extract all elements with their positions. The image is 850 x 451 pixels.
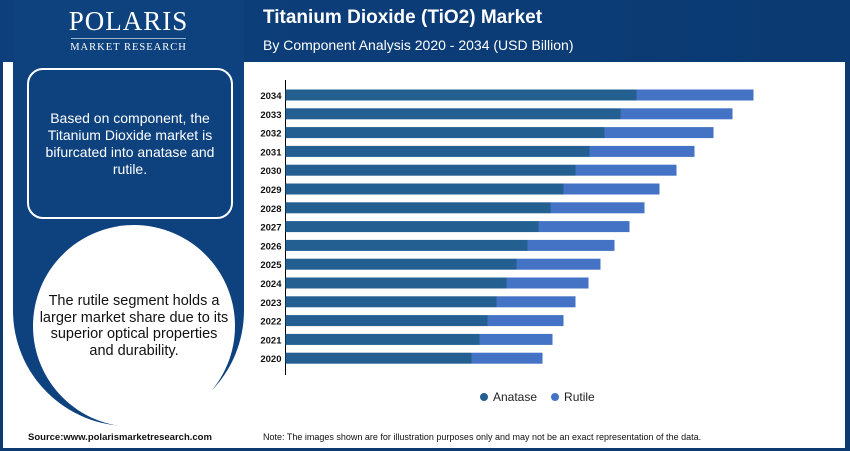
bar-anatase-2034 xyxy=(285,89,637,101)
bar-anatase-2021 xyxy=(285,333,480,345)
y-tick-label: 2023 xyxy=(260,298,281,309)
legend-label-anatase: Anatase xyxy=(493,390,538,404)
chart-subtitle: By Component Analysis 2020 - 2034 (USD B… xyxy=(263,37,574,53)
y-tick-label: 2020 xyxy=(260,354,281,365)
bar-rutile-2022 xyxy=(487,315,564,327)
right-border xyxy=(845,60,850,451)
legend-swatch-rutile xyxy=(551,393,560,401)
y-tick-label: 2026 xyxy=(260,241,281,252)
y-tick-label: 2029 xyxy=(260,185,281,196)
bar-anatase-2024 xyxy=(285,277,507,289)
y-tick-label: 2028 xyxy=(260,204,281,215)
bar-rutile-2030 xyxy=(575,164,677,176)
bar-rutile-2027 xyxy=(538,221,630,233)
logo-divider xyxy=(71,38,186,39)
y-tick-label: 2031 xyxy=(260,147,282,158)
bar-rutile-2033 xyxy=(620,108,733,120)
y-tick-label: 2033 xyxy=(260,110,281,121)
y-tick-label: 2032 xyxy=(260,129,281,140)
bar-rutile-2020 xyxy=(471,352,543,364)
y-tick-label: 2022 xyxy=(260,317,281,328)
bar-rutile-2029 xyxy=(563,183,660,195)
y-tick-label: 2034 xyxy=(260,91,282,102)
legend-swatch-anatase xyxy=(480,393,488,401)
bar-rutile-2026 xyxy=(527,239,615,251)
disclaimer-note: Note: The images shown are for illustrat… xyxy=(263,432,702,442)
bar-rutile-2021 xyxy=(479,333,553,345)
bar-anatase-2027 xyxy=(285,221,539,233)
logo-name: POLARIS xyxy=(68,6,189,36)
info-circle: The rutile segment holds a larger market… xyxy=(33,225,235,427)
y-tick-label: 2021 xyxy=(260,335,282,346)
logo-sub: MARKET RESEARCH xyxy=(70,42,187,53)
legend-label-rutile: Rutile xyxy=(564,390,595,404)
bar-anatase-2031 xyxy=(285,145,590,157)
y-tick-label: 2025 xyxy=(260,260,282,271)
bar-anatase-2029 xyxy=(285,183,564,195)
bar-rutile-2024 xyxy=(506,277,589,289)
chart-title: Titanium Dioxide (TiO2) Market xyxy=(263,7,543,28)
bar-anatase-2023 xyxy=(285,296,497,308)
bar-rutile-2032 xyxy=(604,127,714,139)
info-box-text: Based on component, the Titanium Dioxide… xyxy=(45,109,215,177)
polaris-logo: POLARIS MARKET RESEARCH xyxy=(13,6,244,53)
bar-rutile-2034 xyxy=(636,89,754,101)
y-tick-label: 2027 xyxy=(260,223,281,234)
bar-anatase-2026 xyxy=(285,239,528,251)
info-circle-text: The rutile segment holds a larger market… xyxy=(39,293,229,359)
bar-anatase-2022 xyxy=(285,315,488,327)
bar-anatase-2030 xyxy=(285,164,576,176)
bar-anatase-2025 xyxy=(285,258,517,270)
y-tick-label: 2030 xyxy=(260,166,281,177)
info-box: Based on component, the Titanium Dioxide… xyxy=(27,68,233,219)
legend: Anatase Rutile xyxy=(480,390,595,404)
bar-rutile-2031 xyxy=(589,145,695,157)
bar-rutile-2025 xyxy=(516,258,601,270)
source-text: Source:www.polarismarketresearch.com xyxy=(28,432,212,443)
y-tick-label: 2024 xyxy=(260,279,282,290)
bar-anatase-2032 xyxy=(285,127,605,139)
bar-anatase-2033 xyxy=(285,108,621,120)
bar-anatase-2020 xyxy=(285,352,472,364)
legend-rutile: Rutile xyxy=(551,390,595,404)
legend-anatase: Anatase xyxy=(480,390,537,404)
bar-rutile-2023 xyxy=(496,296,576,308)
bar-anatase-2028 xyxy=(285,202,551,214)
bar-rutile-2028 xyxy=(550,202,645,214)
